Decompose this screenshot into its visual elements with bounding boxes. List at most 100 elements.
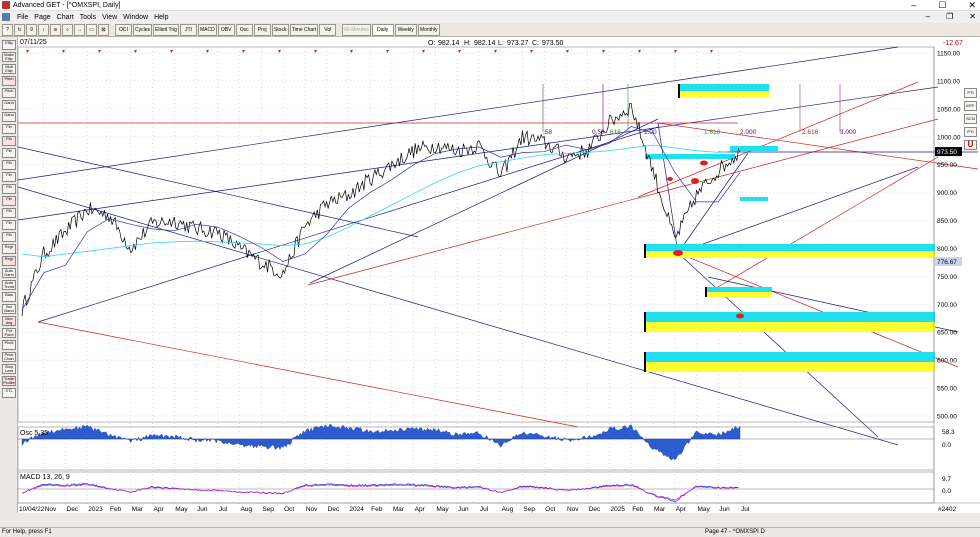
tool-fib-button[interactable]: Fib xyxy=(2,136,16,146)
study-elliott-button[interactable]: Elliott Trig xyxy=(153,23,179,36)
red-steep-line[interactable] xyxy=(677,252,959,368)
red-channel-line[interactable] xyxy=(307,118,939,286)
doc-minimize-button[interactable]: – xyxy=(925,12,931,21)
tool-xtl-button[interactable]: XTL xyxy=(2,388,16,398)
tool-make-ellip-button[interactable]: Make Ellip xyxy=(2,52,16,62)
study-jti-button[interactable]: JTI xyxy=(179,23,197,36)
red-channel-upper[interactable] xyxy=(637,81,919,198)
tool-mult-ellip-button[interactable]: Mult Ellip xyxy=(2,64,16,74)
pivot-ellipse[interactable] xyxy=(700,160,708,166)
doc-restore-button[interactable]: ❐ xyxy=(946,12,954,21)
target-box-mid-cyan[interactable] xyxy=(645,244,935,251)
tool-fib-button[interactable]: Fib xyxy=(2,124,16,134)
study-macd-button[interactable]: MACD xyxy=(197,23,217,36)
right-tool-pti-button[interactable]: PTI xyxy=(964,88,977,98)
tool-fib-button[interactable]: Fib xyxy=(2,148,16,158)
tool-fib-button[interactable]: Fib xyxy=(2,172,16,182)
target-box-bottom-yellow[interactable] xyxy=(645,362,935,372)
help-icon[interactable]: ? xyxy=(2,23,13,36)
period-60min-button[interactable]: 60 Minutes xyxy=(342,23,371,36)
lower-fan-line[interactable] xyxy=(677,166,919,254)
menu-file[interactable]: File xyxy=(17,13,29,21)
target-box-bottom-cyan[interactable] xyxy=(645,352,935,362)
study-osc-button[interactable]: Osc xyxy=(235,23,253,36)
span-icon[interactable]: ↔ xyxy=(74,23,85,36)
tool-pitch-button[interactable]: Pitch xyxy=(2,88,16,98)
target-box-lower-cyan[interactable] xyxy=(645,312,935,322)
upper-channel-line[interactable] xyxy=(17,46,899,181)
tool-bias-button[interactable]: Bias xyxy=(2,292,16,302)
tool-bol-band-button[interactable]: Bol Band xyxy=(2,304,16,314)
tool-gann-button[interactable]: Gann xyxy=(2,100,16,110)
tool-pivot-button[interactable]: Pivot xyxy=(2,340,16,350)
menu-chart[interactable]: Chart xyxy=(56,13,74,21)
target-box-small-yellow[interactable] xyxy=(706,292,772,297)
right-tool-mtf-button[interactable]: MTF xyxy=(964,101,977,111)
tool-regr-button[interactable]: Regr xyxy=(2,256,16,266)
target-box-upper-yellow[interactable] xyxy=(679,91,769,98)
doc-close-button[interactable]: ✕ xyxy=(969,12,976,21)
andrews-pitchfork-line[interactable] xyxy=(17,86,939,221)
menu-window[interactable]: Window xyxy=(123,13,149,21)
tool-fib-button[interactable]: Fib xyxy=(2,232,16,242)
pivot-ellipse[interactable] xyxy=(736,313,744,319)
tool-fib-button[interactable]: Fib xyxy=(2,160,16,170)
pivot-ellipse[interactable] xyxy=(667,177,673,181)
period-daily-button[interactable]: Daily xyxy=(371,23,394,36)
target-box-top-cyan[interactable] xyxy=(730,146,778,151)
osc-histogram[interactable] xyxy=(21,424,741,461)
median-line[interactable] xyxy=(37,126,659,323)
chart-svg[interactable]: .58 0.50 618 1.00 1.618 2.000 2.618 3.000 58.30… xyxy=(17,37,980,513)
tool-ellip-button[interactable]: Ellip xyxy=(2,40,16,50)
macd-signal-line[interactable] xyxy=(21,484,739,501)
tool-trade-profile-button[interactable]: Trade Profile xyxy=(2,376,16,386)
frame-icon[interactable]: ▭ xyxy=(86,23,97,36)
scale-icon[interactable]: ↕ xyxy=(38,23,49,36)
target-box-top2-cyan[interactable] xyxy=(645,154,735,159)
tool-regr-button[interactable]: Regr xyxy=(2,244,16,254)
target-box-mid-yellow[interactable] xyxy=(645,251,935,258)
tool-gann-button[interactable]: Gann xyxy=(2,112,16,122)
red-up-fan[interactable] xyxy=(717,156,939,288)
tool-stop-loss-button[interactable]: Stop Loss xyxy=(2,364,16,374)
grid-icon[interactable]: ⊠ xyxy=(98,23,109,36)
menu-view[interactable]: View xyxy=(102,13,118,21)
tool-pvt-point-button[interactable]: Pvt Point xyxy=(2,328,16,338)
period-weekly-button[interactable]: Weekly xyxy=(394,23,417,36)
tool-price-chan-button[interactable]: Price Chan xyxy=(2,352,16,362)
tool-mov-avg-button[interactable]: Mov Avg xyxy=(2,316,16,326)
study-vol-button[interactable]: Vol xyxy=(319,23,337,36)
study-stock-button[interactable]: Stock xyxy=(271,23,289,36)
study-timechart-button[interactable]: Time Chart xyxy=(289,23,319,36)
up-trendline[interactable] xyxy=(309,118,659,284)
right-tool-scn-button[interactable]: SCN xyxy=(964,114,977,124)
target-box-tiny-cyan[interactable] xyxy=(740,197,768,201)
steep-fan-line[interactable] xyxy=(677,252,879,438)
target-box-lower-yellow[interactable] xyxy=(645,322,935,332)
tool-auto-trend-button[interactable]: Auto Trend xyxy=(2,280,16,290)
pivot-ellipse[interactable] xyxy=(691,178,699,184)
moving-average-long[interactable] xyxy=(21,144,741,258)
right-tool-pti-button[interactable]: PTI xyxy=(964,127,977,137)
wave-icon[interactable]: ≋ xyxy=(50,23,61,36)
red-lower-line[interactable] xyxy=(37,321,579,428)
pivot-ellipse[interactable] xyxy=(673,250,683,256)
rebound-leg-line[interactable] xyxy=(677,152,749,254)
study-oci-button[interactable]: OCI xyxy=(115,23,132,36)
menu-tools[interactable]: Tools xyxy=(79,13,97,21)
tool-fib-button[interactable]: Fib xyxy=(2,184,16,194)
target-box-small-cyan[interactable] xyxy=(706,287,772,292)
tool-fib-button[interactable]: Fib xyxy=(2,196,16,206)
right-tool-u-button[interactable]: U xyxy=(964,140,977,150)
study-obv-button[interactable]: OBV xyxy=(217,23,235,36)
nine-icon[interactable]: 9 xyxy=(26,23,37,36)
moving-average-short[interactable] xyxy=(21,126,741,311)
tool-fib-button[interactable]: Fib xyxy=(2,208,16,218)
period-monthly-button[interactable]: Monthly xyxy=(417,23,440,36)
price-series-line[interactable] xyxy=(21,102,741,317)
menu-help[interactable]: Help xyxy=(154,13,169,21)
zoom-icon[interactable]: ⌕ xyxy=(62,23,73,36)
tool-pitch-button[interactable]: Pitch xyxy=(2,76,16,86)
decline-leg-line[interactable] xyxy=(657,122,679,254)
target-box-upper-cyan[interactable] xyxy=(679,84,769,91)
